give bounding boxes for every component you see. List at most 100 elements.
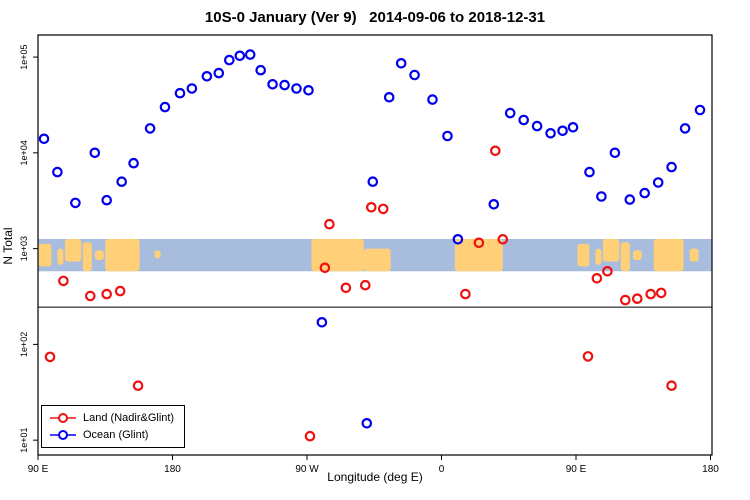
ocean-data-point bbox=[383, 92, 395, 103]
plot-frame bbox=[37, 34, 713, 456]
land-data-point bbox=[359, 279, 371, 291]
ocean-data-point bbox=[679, 123, 691, 134]
legend: Land (Nadir&Glint) Ocean (Glint) bbox=[41, 405, 186, 448]
ocean-data-point bbox=[234, 50, 246, 62]
ocean-data-point bbox=[201, 71, 213, 82]
legend-item-ocean: Ocean (Glint) bbox=[48, 428, 174, 442]
ocean-data-point bbox=[128, 157, 139, 169]
y-tick-label: 1e+01 bbox=[19, 428, 29, 453]
ocean-data-point bbox=[279, 79, 290, 91]
x-tick-label: 0 bbox=[439, 464, 445, 475]
ocean-data-point bbox=[116, 176, 127, 187]
land-data-point bbox=[304, 430, 316, 442]
ocean-data-point bbox=[639, 187, 650, 199]
chart-title: 10S-0 January (Ver 9) 2014-09-06 to 2018… bbox=[204, 9, 546, 26]
land-data-point bbox=[365, 202, 377, 213]
ocean-data-point bbox=[624, 194, 636, 205]
land-data-point bbox=[114, 285, 126, 297]
x-tick-label: 90 W bbox=[295, 464, 319, 475]
x-axis-title: Longitude (deg E) bbox=[327, 470, 423, 484]
y-tick-label: 1e+05 bbox=[19, 44, 29, 69]
ocean-marker-icon bbox=[50, 430, 76, 440]
land-data-point bbox=[377, 203, 389, 215]
land-data-point bbox=[85, 290, 96, 302]
land-data-point bbox=[591, 272, 603, 284]
land-data-point bbox=[602, 265, 613, 277]
legend-label-ocean: Ocean (Glint) bbox=[83, 429, 149, 441]
ocean-data-point bbox=[213, 67, 225, 79]
map-land-mass bbox=[689, 248, 699, 262]
map-land-mass bbox=[94, 250, 104, 260]
ocean-data-point bbox=[267, 79, 278, 90]
map-land-mass bbox=[57, 248, 64, 265]
ocean-data-point bbox=[52, 166, 63, 178]
ocean-data-point bbox=[427, 94, 438, 105]
ocean-data-point bbox=[666, 161, 677, 173]
ocean-data-point bbox=[652, 177, 664, 188]
land-data-point bbox=[340, 282, 352, 294]
ocean-data-point bbox=[557, 125, 568, 137]
map-land-mass bbox=[595, 248, 602, 265]
x-tick-label: 90 E bbox=[28, 464, 49, 475]
ocean-data-point bbox=[303, 85, 314, 96]
legend-circle-land bbox=[58, 413, 68, 423]
land-data-point bbox=[655, 287, 667, 299]
ocean-data-point bbox=[186, 83, 198, 94]
ocean-data-point bbox=[159, 101, 171, 113]
map-land-mass bbox=[154, 250, 161, 259]
ocean-data-point bbox=[584, 166, 595, 178]
x-tick-label: 90 E bbox=[566, 464, 587, 475]
ocean-data-point bbox=[361, 417, 373, 429]
ocean-data-point bbox=[694, 104, 706, 116]
y-tick-label: 1e+03 bbox=[19, 236, 29, 261]
legend-item-land: Land (Nadir&Glint) bbox=[48, 411, 174, 425]
ocean-data-point bbox=[452, 234, 464, 245]
land-data-point bbox=[460, 288, 471, 300]
ocean-data-point bbox=[488, 199, 500, 210]
ocean-data-point bbox=[144, 123, 156, 134]
ocean-data-point bbox=[244, 49, 256, 60]
map-land-mass bbox=[38, 243, 52, 267]
map-land-mass bbox=[64, 239, 82, 262]
x-tick-label: 180 bbox=[164, 464, 181, 475]
ocean-data-point bbox=[367, 176, 379, 187]
ocean-data-point bbox=[518, 114, 529, 126]
land-data-point bbox=[582, 351, 594, 362]
land-data-point bbox=[619, 294, 631, 306]
land-data-point bbox=[473, 237, 485, 249]
ocean-data-point bbox=[504, 107, 516, 119]
ocean-data-point bbox=[409, 69, 420, 81]
x-tick-label: 180 bbox=[702, 464, 719, 475]
y-axis-title: N Total bbox=[1, 227, 15, 265]
map-land-mass bbox=[602, 239, 620, 262]
y-tick-label: 1e+04 bbox=[19, 140, 29, 165]
land-data-point bbox=[631, 293, 643, 304]
map-land-mass bbox=[363, 248, 391, 272]
ocean-data-point bbox=[174, 87, 186, 99]
map-land-mass bbox=[82, 242, 92, 272]
land-data-point bbox=[58, 275, 69, 287]
ocean-data-point bbox=[442, 130, 453, 142]
ocean-data-point bbox=[291, 83, 302, 94]
y-tick-label: 1e+02 bbox=[19, 332, 29, 357]
ocean-data-point bbox=[70, 197, 81, 209]
ocean-data-point bbox=[316, 316, 328, 328]
map-land-mass bbox=[620, 242, 630, 272]
ocean-data-point bbox=[395, 57, 407, 69]
legend-circle-ocean bbox=[58, 430, 68, 440]
ocean-data-point bbox=[89, 147, 101, 159]
ocean-data-point bbox=[545, 128, 556, 139]
map-land-mass bbox=[577, 243, 590, 267]
map-land-mass bbox=[653, 239, 684, 272]
ocean-data-point bbox=[596, 191, 607, 202]
ocean-data-point bbox=[101, 194, 112, 206]
ocean-data-point bbox=[255, 64, 266, 76]
ocean-data-point bbox=[531, 120, 543, 132]
land-data-point bbox=[324, 218, 335, 230]
ocean-data-point bbox=[224, 54, 235, 66]
ocean-data-point bbox=[38, 133, 50, 145]
land-data-point bbox=[101, 288, 112, 300]
ocean-data-point bbox=[567, 122, 579, 133]
